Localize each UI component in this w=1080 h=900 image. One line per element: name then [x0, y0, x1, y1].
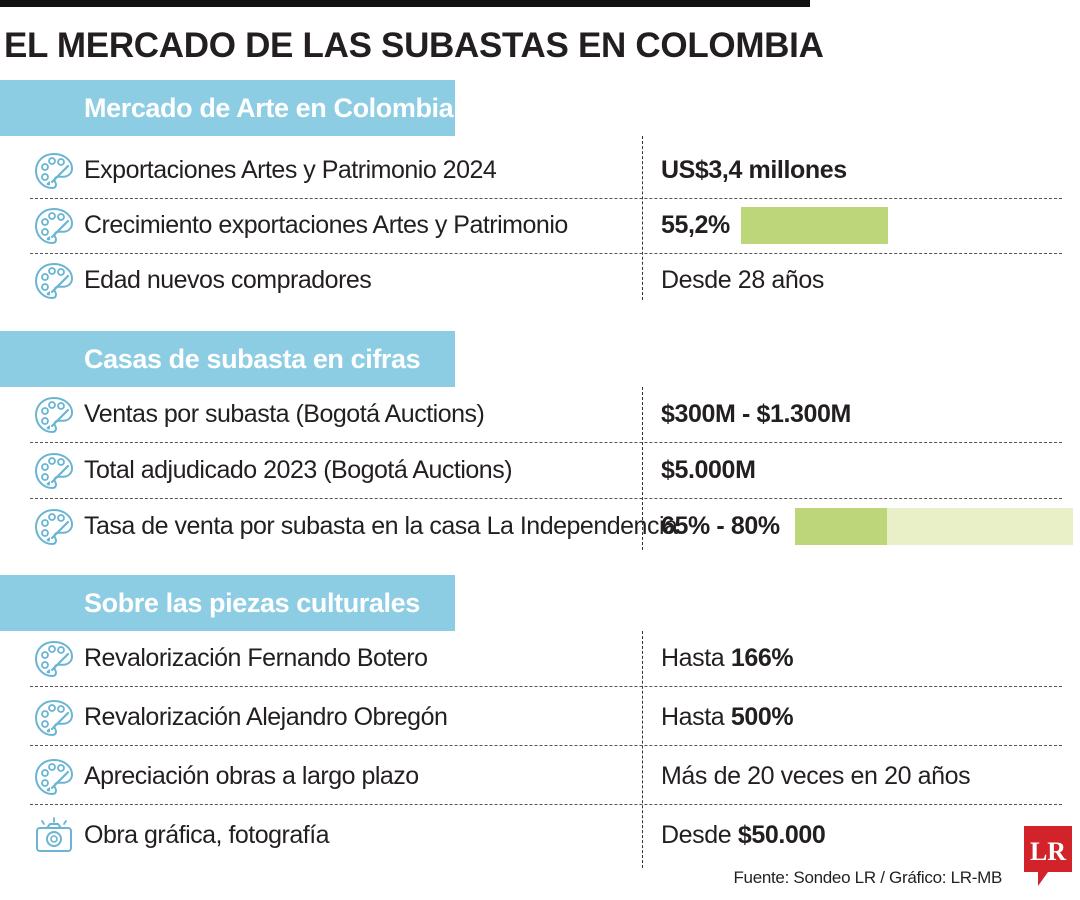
row-label: Total adjudicado 2023 (Bogotá Auctions) — [84, 456, 513, 484]
row-value: Más de 20 veces en 20 años — [661, 762, 971, 790]
table-row: Total adjudicado 2023 (Bogotá Auctions) … — [30, 443, 1062, 499]
row-label: Crecimiento exportaciones Artes y Patrim… — [84, 211, 568, 239]
row-value: 65% - 80% — [661, 512, 780, 540]
row-value: Desde 28 años — [661, 266, 824, 294]
source-note: Fuente: Sondeo LR / Gráfico: LR-MB — [733, 868, 1002, 887]
palette-icon — [34, 396, 74, 434]
palette-icon — [34, 452, 74, 490]
table-row: Exportaciones Artes y Patrimonio 2024 US… — [30, 143, 1062, 199]
column-divider — [642, 136, 643, 300]
sale-rate-bar — [795, 508, 1073, 545]
palette-icon — [34, 758, 74, 796]
column-divider — [642, 631, 643, 868]
row-label: Exportaciones Artes y Patrimonio 2024 — [84, 156, 497, 184]
row-value: US$3,4 millones — [661, 156, 847, 184]
row-label: Edad nuevos compradores — [84, 266, 372, 294]
row-value: $300M - $1.300M — [661, 400, 851, 428]
table-row: Ventas por subasta (Bogotá Auctions) $30… — [30, 387, 1062, 443]
palette-icon — [34, 699, 74, 737]
palette-icon — [34, 508, 74, 546]
row-value: $5.000M — [661, 456, 756, 484]
section-header-mercado: Mercado de Arte en Colombia — [0, 80, 455, 136]
lr-logo: LR — [1024, 826, 1072, 888]
table-row: Obra gráfica, fotografía Desde $50.000 — [30, 808, 1062, 863]
palette-icon — [34, 640, 74, 678]
row-label: Revalorización Fernando Botero — [84, 644, 428, 672]
palette-icon — [34, 262, 74, 300]
row-label: Ventas por subasta (Bogotá Auctions) — [84, 400, 485, 428]
table-row: Crecimiento exportaciones Artes y Patrim… — [30, 198, 1062, 254]
row-value: 55,2% — [661, 211, 730, 239]
table-row: Revalorización Fernando Botero Hasta 166… — [30, 631, 1062, 687]
table-row: Revalorización Alejandro Obregón Hasta 5… — [30, 690, 1062, 746]
row-value: Desde $50.000 — [661, 821, 826, 849]
section-header-piezas: Sobre las piezas culturales — [0, 575, 455, 631]
column-divider — [642, 387, 643, 550]
growth-bar-fill — [741, 207, 889, 244]
row-label: Revalorización Alejandro Obregón — [84, 703, 448, 731]
table-row: Tasa de venta por subasta en la casa La … — [30, 499, 1073, 554]
section-header-casas: Casas de subasta en cifras — [0, 331, 455, 387]
page-title: EL MERCADO DE LAS SUBASTAS EN COLOMBIA — [4, 26, 824, 65]
sale-rate-bar-fill — [795, 508, 888, 545]
row-value: Hasta 166% — [661, 644, 794, 672]
table-row: Edad nuevos compradores Desde 28 años — [30, 253, 1062, 308]
palette-icon — [34, 152, 74, 190]
row-label: Tasa de venta por subasta en la casa La … — [84, 512, 678, 540]
svg-text:LR: LR — [1030, 837, 1066, 866]
top-rule — [0, 0, 810, 7]
camera-icon — [34, 817, 74, 855]
table-row: Apreciación obras a largo plazo Más de 2… — [30, 749, 1062, 805]
row-value: Hasta 500% — [661, 703, 794, 731]
row-label: Apreciación obras a largo plazo — [84, 762, 419, 790]
row-label: Obra gráfica, fotografía — [84, 821, 330, 849]
palette-icon — [34, 207, 74, 245]
